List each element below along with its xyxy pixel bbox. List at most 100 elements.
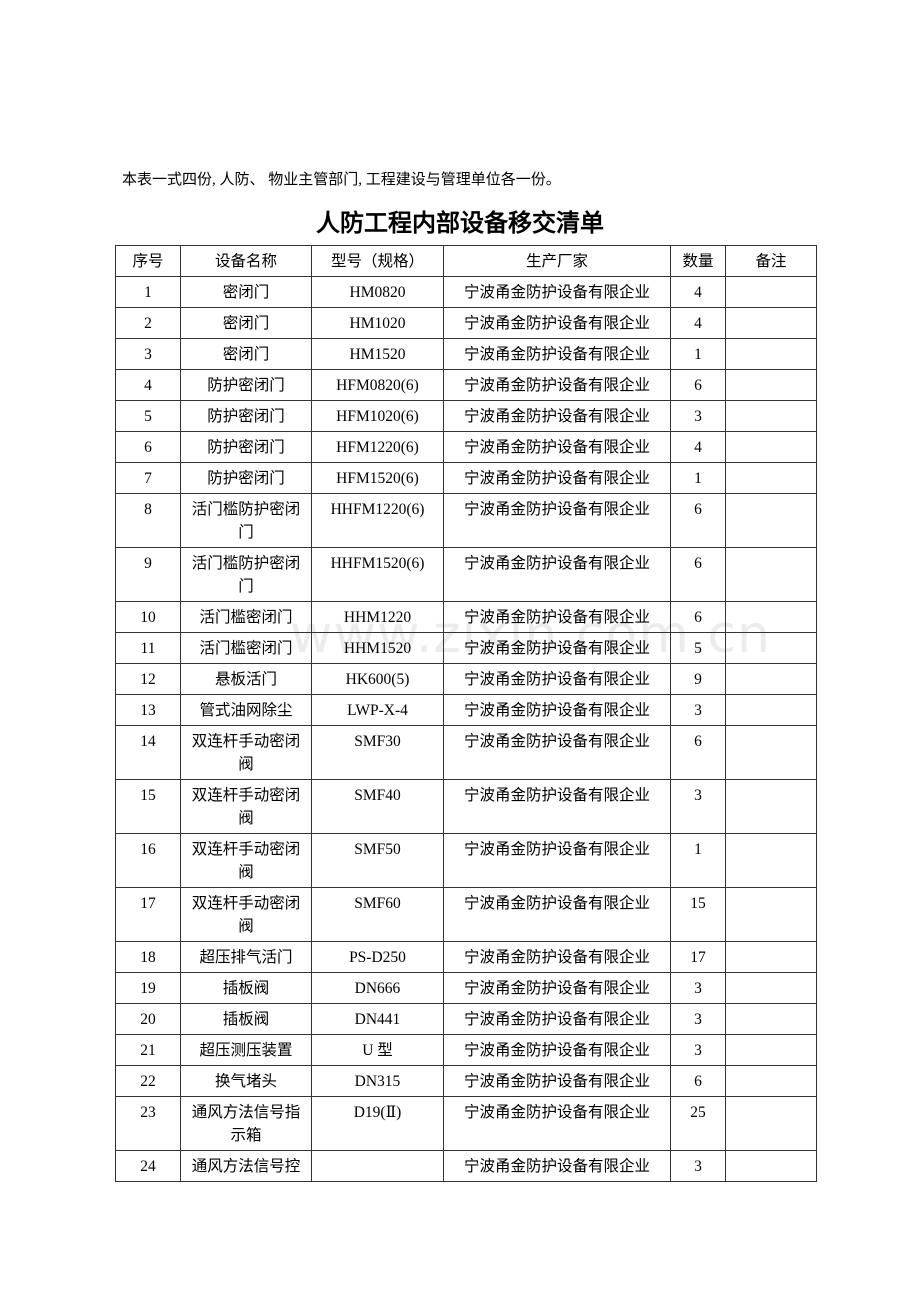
cell-remarks xyxy=(725,1003,817,1035)
cell-remarks xyxy=(725,338,817,370)
cell-model: HM1520 xyxy=(311,338,444,370)
cell-manufacturer: 宁波甬金防护设备有限企业 xyxy=(443,1096,671,1151)
cell-quantity: 3 xyxy=(670,972,726,1004)
cell-model: SMF50 xyxy=(311,833,444,888)
cell-manufacturer: 宁波甬金防护设备有限企业 xyxy=(443,431,671,463)
table-row: 12 悬板活门 HK600(5) 宁波甬金防护设备有限企业 9 xyxy=(115,663,817,695)
header-index: 序号 xyxy=(115,245,181,277)
cell-quantity: 1 xyxy=(670,462,726,494)
cell-index: 7 xyxy=(115,462,181,494)
table-row: 16 双连杆手动密闭阀 SMF50 宁波甬金防护设备有限企业 1 xyxy=(115,833,817,888)
distribution-note: 本表一式四份, 人防、 物业主管部门, 工程建设与管理单位各一份。 xyxy=(122,172,561,188)
table-row: 22 换气堵头 DN315 宁波甬金防护设备有限企业 6 xyxy=(115,1065,817,1097)
cell-model: HFM1020(6) xyxy=(311,400,444,432)
cell-index: 19 xyxy=(115,972,181,1004)
table-row: 8 活门槛防护密闭门 HHFM1220(6) 宁波甬金防护设备有限企业 6 xyxy=(115,493,817,548)
cell-remarks xyxy=(725,276,817,308)
cell-quantity: 3 xyxy=(670,400,726,432)
cell-index: 9 xyxy=(115,547,181,602)
cell-quantity: 9 xyxy=(670,663,726,695)
cell-manufacturer: 宁波甬金防护设备有限企业 xyxy=(443,725,671,780)
cell-model: HM0820 xyxy=(311,276,444,308)
cell-quantity: 3 xyxy=(670,1003,726,1035)
table-row: 7 防护密闭门 HFM1520(6) 宁波甬金防护设备有限企业 1 xyxy=(115,462,817,494)
cell-remarks xyxy=(725,725,817,780)
cell-name: 双连杆手动密闭阀 xyxy=(180,833,312,888)
table-row: 10 活门槛密闭门 HHM1220 宁波甬金防护设备有限企业 6 xyxy=(115,601,817,633)
cell-manufacturer: 宁波甬金防护设备有限企业 xyxy=(443,601,671,633)
cell-manufacturer: 宁波甬金防护设备有限企业 xyxy=(443,1003,671,1035)
cell-name: 双连杆手动密闭阀 xyxy=(180,779,312,834)
table-row: 5 防护密闭门 HFM1020(6) 宁波甬金防护设备有限企业 3 xyxy=(115,400,817,432)
cell-index: 10 xyxy=(115,601,181,633)
cell-index: 18 xyxy=(115,941,181,973)
cell-quantity: 15 xyxy=(670,887,726,942)
cell-index: 6 xyxy=(115,431,181,463)
table-row: 6 防护密闭门 HFM1220(6) 宁波甬金防护设备有限企业 4 xyxy=(115,431,817,463)
cell-manufacturer: 宁波甬金防护设备有限企业 xyxy=(443,547,671,602)
table-row: 21 超压测压装置 U 型宁波甬金防护设备有限企业 3 xyxy=(115,1034,817,1066)
table-row: 14 双连杆手动密闭阀 SMF30 宁波甬金防护设备有限企业 6 xyxy=(115,725,817,780)
cell-model: D19(Ⅱ) xyxy=(311,1096,444,1151)
cell-remarks xyxy=(725,1065,817,1097)
cell-quantity: 3 xyxy=(670,779,726,834)
cell-quantity: 17 xyxy=(670,941,726,973)
cell-remarks xyxy=(725,972,817,1004)
cell-manufacturer: 宁波甬金防护设备有限企业 xyxy=(443,972,671,1004)
document-title: 人防工程内部设备移交清单 xyxy=(316,209,604,237)
header-model: 型号（规格） xyxy=(311,245,444,277)
cell-quantity: 6 xyxy=(670,601,726,633)
cell-quantity: 6 xyxy=(670,369,726,401)
table-row: 2 密闭门 HM1020 宁波甬金防护设备有限企业 4 xyxy=(115,307,817,339)
table-row: 24 通风方法信号控 宁波甬金防护设备有限企业 3 xyxy=(115,1150,817,1182)
cell-name: 双连杆手动密闭阀 xyxy=(180,887,312,942)
cell-model: SMF60 xyxy=(311,887,444,942)
equipment-table: 序号 设备名称 型号（规格） 生产厂家 数量 备注 1 密闭门 HM0820 宁波甬金… xyxy=(115,245,817,1182)
cell-remarks xyxy=(725,547,817,602)
cell-name: 超压测压装置 xyxy=(180,1034,312,1066)
cell-index: 1 xyxy=(115,276,181,308)
cell-manufacturer: 宁波甬金防护设备有限企业 xyxy=(443,493,671,548)
cell-index: 8 xyxy=(115,493,181,548)
cell-manufacturer: 宁波甬金防护设备有限企业 xyxy=(443,632,671,664)
cell-index: 20 xyxy=(115,1003,181,1035)
cell-manufacturer: 宁波甬金防护设备有限企业 xyxy=(443,462,671,494)
cell-name: 活门槛防护密闭门 xyxy=(180,547,312,602)
cell-name: 活门槛密闭门 xyxy=(180,601,312,633)
cell-quantity: 4 xyxy=(670,431,726,463)
cell-name: 插板阀 xyxy=(180,1003,312,1035)
cell-index: 21 xyxy=(115,1034,181,1066)
cell-manufacturer: 宁波甬金防护设备有限企业 xyxy=(443,1034,671,1066)
cell-index: 13 xyxy=(115,694,181,726)
table-row: 9 活门槛防护密闭门 HHFM1520(6) 宁波甬金防护设备有限企业 6 xyxy=(115,547,817,602)
cell-index: 2 xyxy=(115,307,181,339)
header-remarks: 备注 xyxy=(725,245,817,277)
cell-manufacturer: 宁波甬金防护设备有限企业 xyxy=(443,833,671,888)
table-row: 20 插板阀 DN441 宁波甬金防护设备有限企业 3 xyxy=(115,1003,817,1035)
cell-remarks xyxy=(725,1034,817,1066)
table-row: 17 双连杆手动密闭阀 SMF60 宁波甬金防护设备有限企业 15 xyxy=(115,887,817,942)
cell-model: DN441 xyxy=(311,1003,444,1035)
cell-index: 3 xyxy=(115,338,181,370)
cell-name: 双连杆手动密闭阀 xyxy=(180,725,312,780)
cell-model: DN315 xyxy=(311,1065,444,1097)
cell-remarks xyxy=(725,779,817,834)
cell-name: 插板阀 xyxy=(180,972,312,1004)
cell-name: 密闭门 xyxy=(180,307,312,339)
cell-model: SMF30 xyxy=(311,725,444,780)
cell-name: 通风方法信号指示箱 xyxy=(180,1096,312,1151)
cell-name: 超压排气活门 xyxy=(180,941,312,973)
cell-quantity: 3 xyxy=(670,694,726,726)
cell-quantity: 1 xyxy=(670,338,726,370)
cell-quantity: 6 xyxy=(670,493,726,548)
cell-model: HHM1520 xyxy=(311,632,444,664)
table-row: 13 管式油网除尘 LWP-X-4 宁波甬金防护设备有限企业 3 xyxy=(115,694,817,726)
cell-name: 防护密闭门 xyxy=(180,431,312,463)
cell-name: 活门槛密闭门 xyxy=(180,632,312,664)
cell-remarks xyxy=(725,941,817,973)
cell-index: 17 xyxy=(115,887,181,942)
cell-quantity: 6 xyxy=(670,725,726,780)
cell-remarks xyxy=(725,601,817,633)
cell-index: 14 xyxy=(115,725,181,780)
cell-remarks xyxy=(725,1096,817,1151)
